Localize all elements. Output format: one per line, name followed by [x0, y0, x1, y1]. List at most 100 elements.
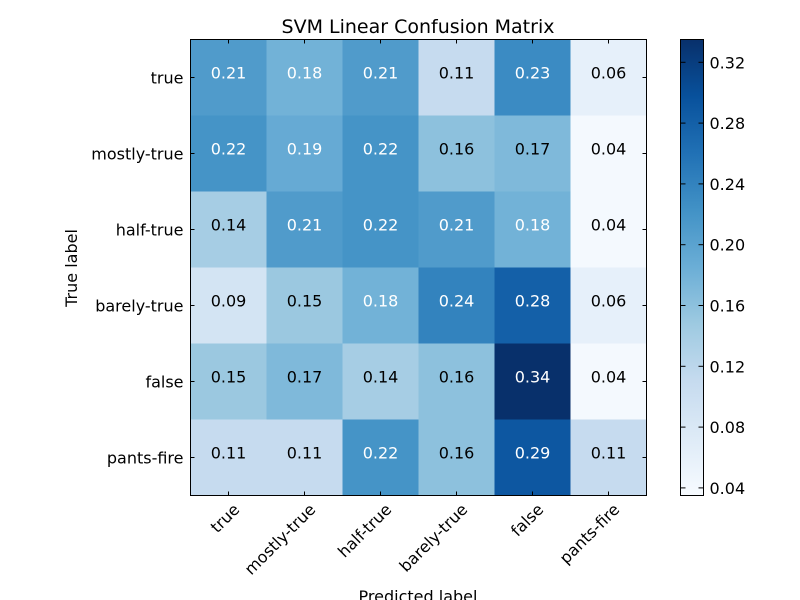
y-tick-label: barely-true [95, 297, 183, 316]
cell-value-label: 0.29 [515, 444, 551, 463]
cell-value-label: 0.16 [439, 368, 475, 387]
heatmap-cell [266, 115, 343, 192]
y-tick-label: false [145, 373, 183, 392]
cell-value-label: 0.34 [515, 368, 551, 387]
cell-value-label: 0.22 [363, 444, 399, 463]
heatmap-cell [494, 267, 571, 344]
x-axis-label: Predicted label [359, 587, 478, 600]
heatmap-cell [342, 419, 419, 496]
heatmap-cell [342, 343, 419, 420]
heatmap-cell [266, 419, 343, 496]
heatmap-cell [342, 115, 419, 192]
heatmap-cell [190, 343, 267, 420]
y-tick-label: true [151, 69, 184, 88]
x-tick-label: false [507, 500, 547, 540]
heatmap-cell [190, 191, 267, 268]
colorbar [680, 39, 704, 496]
heatmap-cells [190, 39, 647, 496]
cell-value-label: 0.15 [287, 292, 323, 311]
cell-value-label: 0.11 [211, 444, 247, 463]
colorbar-tick-label: 0.08 [710, 418, 746, 437]
heatmap-cell [342, 267, 419, 344]
x-tick-label: mostly-true [241, 500, 320, 579]
plot-frame [190, 39, 647, 496]
cell-value-label: 0.14 [211, 216, 247, 235]
heatmap-cell [570, 39, 647, 116]
heatmap-cell [570, 115, 647, 192]
colorbar-tick-label: 0.24 [710, 175, 746, 194]
heatmap-cell [494, 39, 571, 116]
colorbar-tick-label: 0.16 [710, 297, 746, 316]
heatmap-cell [190, 267, 267, 344]
y-tick-label: half-true [116, 221, 184, 240]
heatmap-cell [418, 115, 495, 192]
heatmap-cell [494, 115, 571, 192]
heatmap-cell [570, 343, 647, 420]
heatmap-cell [494, 191, 571, 268]
cell-value-label: 0.22 [363, 140, 399, 159]
heatmap-cell [266, 191, 343, 268]
cell-value-label: 0.15 [211, 368, 247, 387]
cell-value-label: 0.14 [363, 368, 399, 387]
heatmap-cell [418, 39, 495, 116]
chart-title: SVM Linear Confusion Matrix [282, 16, 555, 38]
cell-value-label: 0.11 [287, 444, 323, 463]
cell-value-label: 0.04 [591, 140, 627, 159]
cell-value-label: 0.24 [439, 292, 475, 311]
x-tick-label: pants-fire [556, 500, 624, 568]
heatmap-cell [494, 343, 571, 420]
heatmap-cell [418, 419, 495, 496]
cell-value-label: 0.17 [287, 368, 323, 387]
cell-value-label: 0.21 [287, 216, 323, 235]
heatmap-value-labels: 0.21 0.18 0.21 0.11 0.23 0.06 0.22 0.19 0.22 0.16… [211, 64, 627, 463]
heatmap-cell [266, 39, 343, 116]
heatmap-cell [266, 267, 343, 344]
cell-value-label: 0.04 [591, 216, 627, 235]
cell-value-label: 0.11 [591, 444, 627, 463]
cell-value-label: 0.06 [591, 292, 627, 311]
colorbar-ticks: 0.04 0.08 0.12 0.16 0.20 0.24 0.28 0.32 [680, 53, 746, 498]
cell-value-label: 0.06 [591, 64, 627, 83]
cell-value-label: 0.16 [439, 444, 475, 463]
heatmap-cell [190, 419, 267, 496]
cell-value-label: 0.11 [439, 64, 475, 83]
heatmap-cell [266, 343, 343, 420]
x-tick-label: barely-true [395, 500, 471, 576]
heatmap-cell [418, 343, 495, 420]
heatmap-cell [570, 419, 647, 496]
cell-value-label: 0.04 [591, 368, 627, 387]
axis-ticks [190, 39, 647, 496]
cell-value-label: 0.21 [363, 64, 399, 83]
colorbar-tick-label: 0.32 [710, 53, 746, 72]
heatmap-cell [190, 39, 267, 116]
colorbar-tick-label: 0.20 [710, 236, 746, 255]
heatmap-cell [570, 267, 647, 344]
heatmap-cell [418, 267, 495, 344]
heatmap-cell [342, 191, 419, 268]
colorbar-tick-label: 0.28 [710, 114, 746, 133]
colorbar-tick-label: 0.12 [710, 357, 746, 376]
heatmap-cell [570, 191, 647, 268]
cell-value-label: 0.22 [211, 140, 247, 159]
cell-value-label: 0.17 [515, 140, 551, 159]
cell-value-label: 0.23 [515, 64, 551, 83]
cell-value-label: 0.18 [287, 64, 323, 83]
cell-value-label: 0.28 [515, 292, 551, 311]
y-axis-label: True label [62, 229, 81, 308]
heatmap-cell [190, 115, 267, 192]
cell-value-label: 0.18 [515, 216, 551, 235]
heatmap-cell [342, 39, 419, 116]
cell-value-label: 0.16 [439, 140, 475, 159]
colorbar-tick-label: 0.04 [710, 479, 746, 498]
x-tick-label: true [207, 500, 244, 537]
cell-value-label: 0.21 [439, 216, 475, 235]
cell-value-label: 0.19 [287, 140, 323, 159]
y-tick-label: pants-fire [107, 449, 184, 468]
cell-value-label: 0.21 [211, 64, 247, 83]
cell-value-label: 0.18 [363, 292, 399, 311]
heatmap-cell [494, 419, 571, 496]
y-tick-label: mostly-true [91, 145, 183, 164]
heatmap-cell [418, 191, 495, 268]
